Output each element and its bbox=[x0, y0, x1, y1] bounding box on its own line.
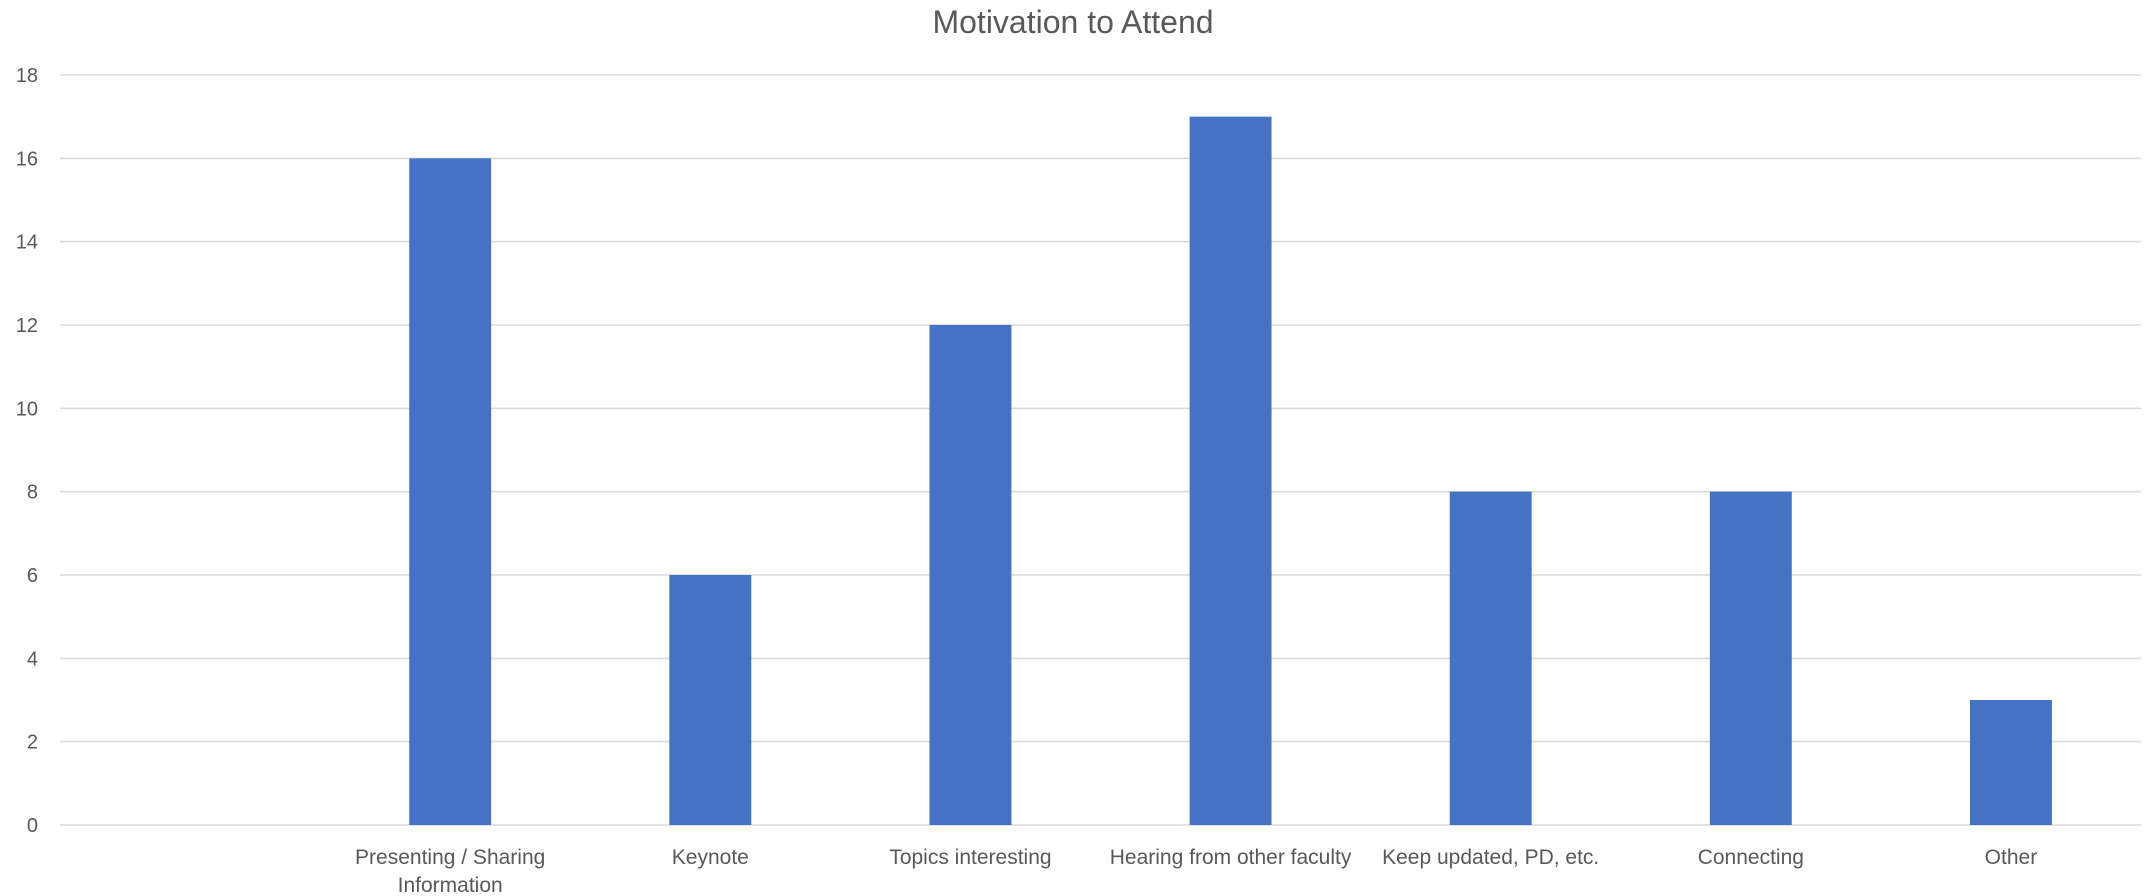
x-category-label: Hearing from other faculty bbox=[1110, 846, 1352, 869]
chart-title: Motivation to Attend bbox=[932, 4, 1214, 40]
gridlines bbox=[60, 74, 2141, 826]
x-category-label: Topics interesting bbox=[889, 846, 1051, 869]
x-category-label: Connecting bbox=[1698, 846, 1804, 869]
y-tick-label: 0 bbox=[27, 815, 38, 837]
y-axis-tick-labels: 0 2 4 6 8 10 12 14 16 18 bbox=[16, 65, 38, 837]
y-tick-label: 2 bbox=[27, 732, 38, 754]
bar bbox=[1709, 491, 1792, 825]
bars bbox=[409, 116, 2052, 826]
y-tick-label: 10 bbox=[16, 398, 38, 420]
x-category-label: Other bbox=[1985, 846, 2038, 869]
y-tick-label: 4 bbox=[27, 648, 38, 670]
bar bbox=[1449, 491, 1532, 825]
bar bbox=[1189, 116, 1272, 825]
y-tick-label: 8 bbox=[27, 482, 38, 504]
y-tick-label: 6 bbox=[27, 565, 38, 587]
y-tick-label: 12 bbox=[16, 315, 38, 337]
bar bbox=[669, 575, 752, 825]
x-category-label: Presenting / Sharing Information bbox=[355, 846, 545, 896]
x-axis-category-labels: Presenting / Sharing Information Keynote To… bbox=[355, 846, 2037, 896]
y-tick-label: 16 bbox=[16, 148, 38, 170]
bar bbox=[929, 325, 1012, 825]
x-category-label: Keynote bbox=[672, 846, 749, 869]
bar bbox=[1969, 700, 2052, 825]
x-category-label: Keep updated, PD, etc. bbox=[1382, 846, 1599, 869]
bar bbox=[409, 158, 492, 826]
y-tick-label: 18 bbox=[16, 65, 38, 87]
y-tick-label: 14 bbox=[16, 232, 38, 254]
